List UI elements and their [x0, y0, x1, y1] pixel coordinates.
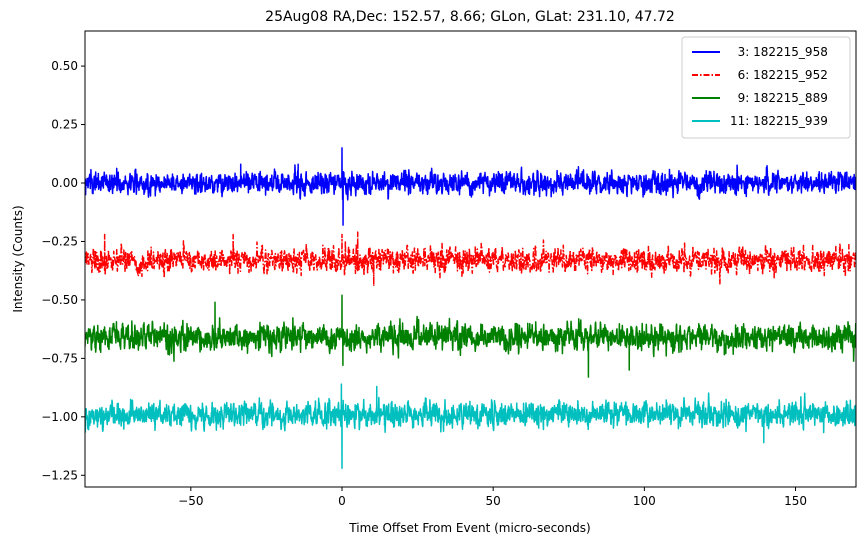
x-tick-label: 0 [338, 494, 346, 508]
series-line-2 [85, 231, 856, 287]
plot-frame [84, 30, 857, 488]
x-tick-label: −50 [178, 494, 203, 508]
y-tick-label: −0.25 [41, 234, 78, 248]
y-tick-label: −1.25 [41, 468, 78, 482]
y-tick-label: −0.75 [41, 351, 78, 365]
legend-label: 3: 182215_958 [730, 45, 828, 59]
x-tick-label: 100 [633, 494, 656, 508]
legend-label: 6: 182215_952 [730, 68, 828, 82]
y-axis-label: Intensity (Counts) [11, 205, 25, 312]
chart-title: 25Aug08 RA,Dec: 152.57, 8.66; GLon, GLat… [265, 9, 675, 25]
legend-label: 9: 182215_889 [730, 91, 828, 105]
x-axis-label: Time Offset From Event (micro-seconds) [348, 521, 590, 535]
y-tick-label: 0.50 [51, 59, 78, 73]
y-tick-label: −1.00 [41, 410, 78, 424]
y-tick-label: −0.50 [41, 293, 78, 307]
series-line-3 [85, 294, 856, 378]
series-line-1 [85, 147, 856, 226]
series-line-4 [85, 383, 856, 470]
y-ticks: 0.50 0.25 0.00 −0.25 −0.50 −0.75 −1.00 −1.25 [41, 59, 85, 482]
series-layer [85, 147, 856, 470]
legend: 3: 182215_958 6: 182215_952 9: 182215_88… [681, 36, 851, 139]
x-tick-label: 50 [486, 494, 501, 508]
y-tick-label: 0.25 [51, 118, 78, 132]
legend-label: 11: 182215_939 [730, 114, 828, 128]
legend-box [681, 36, 851, 139]
x-tick-label: 150 [784, 494, 807, 508]
y-tick-label: 0.00 [51, 176, 78, 190]
x-ticks: −50 0 50 100 150 [178, 487, 807, 508]
